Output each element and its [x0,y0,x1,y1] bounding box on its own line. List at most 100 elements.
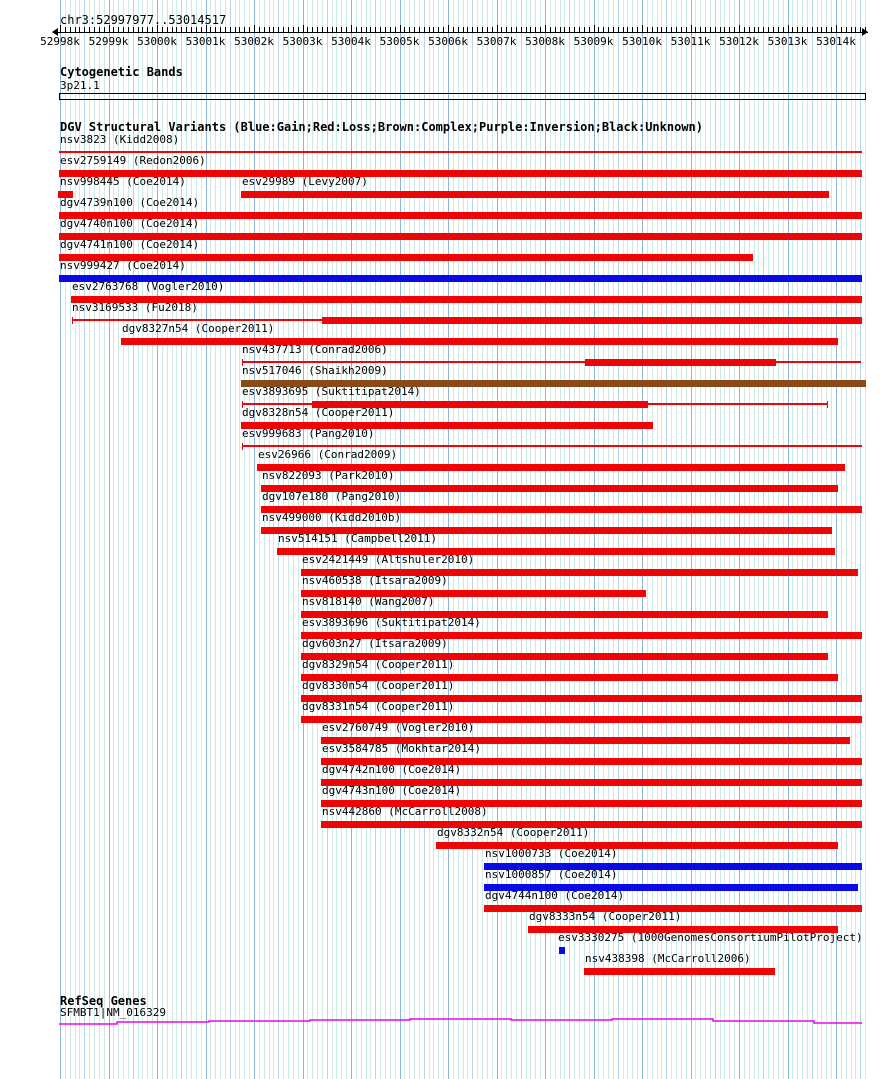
variant-bar-thick[interactable] [584,968,775,975]
variant-bar-thick[interactable] [241,422,653,429]
variant-label[interactable]: esv2759149 (Redon2006) [60,154,206,167]
variant-bar-thin[interactable] [776,361,861,363]
variant-label[interactable]: dgv8331n54 (Cooper2011) [302,700,455,713]
variant-bar-thick[interactable] [59,254,753,261]
ruler-minor-tick [477,27,479,32]
variant-label[interactable]: dgv4740n100 (Coe2014) [60,217,200,230]
variant-bar-thick[interactable] [59,275,862,282]
variant-bar-thin[interactable] [242,445,862,447]
variant-bar-thick[interactable] [261,485,838,492]
variant-label[interactable]: esv3584785 (Mokhtar2014) [322,742,481,755]
ruler-minor-tick [215,27,217,32]
variant-bar-thick[interactable] [241,380,866,387]
variant-bar-thick[interactable] [301,632,862,639]
variant-label[interactable]: esv999683 (Pang2010) [242,427,375,440]
variant-label[interactable]: nsv1000733 (Coe2014) [485,847,618,860]
variant-bar-thick[interactable] [261,527,832,534]
variant-label[interactable]: nsv517046 (Shaikh2009) [242,364,388,377]
variant-bar-thin[interactable] [59,151,862,153]
variant-label[interactable]: nsv3169533 (Fu2018) [72,301,198,314]
variant-bar-thick[interactable] [322,317,862,324]
variant-bar-thick[interactable] [528,926,838,933]
variant-label[interactable]: nsv499000 (Kidd2010b) [262,511,402,524]
grid-line [666,0,668,1079]
variant-bar-thick[interactable] [301,590,646,597]
variant-label[interactable]: dgv4743n100 (Coe2014) [322,784,462,797]
variant-label[interactable]: dgv8332n54 (Cooper2011) [437,826,590,839]
variant-bar-thin[interactable] [242,361,585,363]
variant-bar-thick[interactable] [71,296,862,303]
variant-label[interactable]: dgv8327n54 (Cooper2011) [122,322,275,335]
variant-bar-thin[interactable] [242,403,312,405]
variant-label[interactable]: esv2760749 (Vogler2010) [322,721,475,734]
variant-bar-thick[interactable] [301,674,838,681]
variant-label[interactable]: dgv8330n54 (Cooper2011) [302,679,455,692]
grid-line [394,0,396,1079]
variant-label[interactable]: nsv818140 (Wang2007) [302,595,435,608]
variant-bar-thick[interactable] [301,569,858,576]
variant-bar-thin[interactable] [72,319,322,321]
cytoband-bar[interactable] [59,93,866,100]
variant-bar-thick[interactable] [321,758,862,765]
variant-label[interactable]: esv29989 (Levy2007) [242,175,368,188]
variant-label[interactable]: dgv8329n54 (Cooper2011) [302,658,455,671]
variant-bar-thick[interactable] [484,905,862,912]
variant-label[interactable]: dgv8328n54 (Cooper2011) [242,406,395,419]
variant-bar-thick[interactable] [241,191,829,198]
variant-bar-thick[interactable] [277,548,835,555]
variant-bar-thick[interactable] [301,716,862,723]
variant-bar-thick[interactable] [59,212,862,219]
variant-label[interactable]: esv26966 (Conrad2009) [258,448,398,461]
variant-bar-thick[interactable] [121,338,838,345]
variant-bar-thick[interactable] [312,401,648,408]
grid-line [491,0,493,1079]
variant-bar-thick[interactable] [436,842,838,849]
variant-label[interactable]: dgv4739n100 (Coe2014) [60,196,200,209]
variant-bar-thick[interactable] [301,611,828,618]
variant-bar-thick[interactable] [559,947,565,954]
ruler-minor-tick [142,27,144,32]
variant-label[interactable]: nsv1000857 (Coe2014) [485,868,618,881]
variant-label[interactable]: dgv603n27 (Itsara2009) [302,637,448,650]
variant-label[interactable]: dgv107e180 (Pang2010) [262,490,402,503]
grid-line [559,0,561,1079]
variant-bar-thin[interactable] [648,403,827,405]
variant-label[interactable]: nsv442860 (McCarroll2008) [322,805,488,818]
variant-label[interactable]: esv2421449 (Altshuler2010) [302,553,475,566]
variant-bar-thick[interactable] [484,863,862,870]
variant-label[interactable]: dgv4741n100 (Coe2014) [60,238,200,251]
variant-bar-thick[interactable] [321,779,862,786]
variant-label[interactable]: nsv438398 (McCarroll2006) [585,952,751,965]
variant-label[interactable]: esv3893695 (Suktitipat2014) [242,385,421,398]
variant-label[interactable]: nsv514151 (Campbell2011) [278,532,437,545]
variant-label[interactable]: nsv999427 (Coe2014) [60,259,186,272]
grid-line [98,0,100,1079]
grid-line [224,0,226,1079]
variant-label[interactable]: esv3893696 (Suktitipat2014) [302,616,481,629]
variant-bar-thick[interactable] [257,464,845,471]
variant-label[interactable]: nsv460538 (Itsara2009) [302,574,448,587]
variant-label[interactable]: esv3330275 (1000GenomesConsortiumPilotPr… [558,931,863,944]
variant-bar-thick[interactable] [321,737,850,744]
variant-bar-thick[interactable] [321,800,862,807]
variant-bar-thick[interactable] [484,884,858,891]
variant-label[interactable]: dgv4744n100 (Coe2014) [485,889,625,902]
variant-label[interactable]: nsv3823 (Kidd2008) [60,133,180,146]
variant-label[interactable]: dgv4742n100 (Coe2014) [322,763,462,776]
variant-label[interactable]: esv2763768 (Vogler2010) [72,280,225,293]
variant-label[interactable]: dgv8333n54 (Cooper2011) [529,910,682,923]
variant-bar-thick[interactable] [59,170,862,177]
variant-bar-thick[interactable] [58,191,73,198]
variant-label[interactable]: nsv822093 (Park2010) [262,469,395,482]
variant-bar-thick[interactable] [301,653,828,660]
grid-line [792,0,794,1079]
variant-bar-thick[interactable] [585,359,776,366]
variant-label[interactable]: nsv437713 (Conrad2006) [242,343,388,356]
variant-bar-tick[interactable] [827,401,828,408]
variant-bar-thick[interactable] [321,821,862,828]
variant-bar-thick[interactable] [301,695,862,702]
variant-label[interactable]: nsv998445 (Coe2014) [60,175,186,188]
variant-bar-thick[interactable] [261,506,862,513]
variant-bar-thick[interactable] [59,233,862,240]
refseq-gene-label[interactable]: SFMBT1|NM_016329 [60,1006,166,1019]
